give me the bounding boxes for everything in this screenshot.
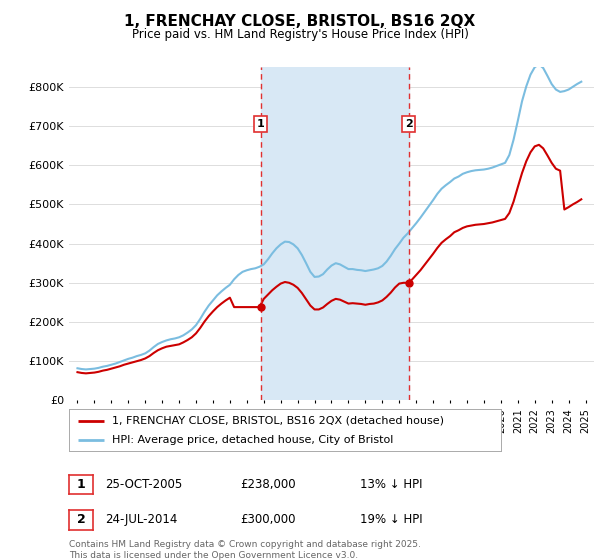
Text: 1: 1 [257,119,265,129]
Text: Price paid vs. HM Land Registry's House Price Index (HPI): Price paid vs. HM Land Registry's House … [131,28,469,41]
Text: 2: 2 [405,119,413,129]
Text: 24-JUL-2014: 24-JUL-2014 [105,513,178,526]
Text: 2: 2 [77,514,85,526]
Text: HPI: Average price, detached house, City of Bristol: HPI: Average price, detached house, City… [112,435,394,445]
Text: 1, FRENCHAY CLOSE, BRISTOL, BS16 2QX: 1, FRENCHAY CLOSE, BRISTOL, BS16 2QX [124,14,476,29]
Text: £238,000: £238,000 [240,478,296,491]
Text: 19% ↓ HPI: 19% ↓ HPI [360,513,422,526]
Text: 13% ↓ HPI: 13% ↓ HPI [360,478,422,491]
Text: £300,000: £300,000 [240,513,296,526]
Text: Contains HM Land Registry data © Crown copyright and database right 2025.
This d: Contains HM Land Registry data © Crown c… [69,540,421,560]
Text: 1, FRENCHAY CLOSE, BRISTOL, BS16 2QX (detached house): 1, FRENCHAY CLOSE, BRISTOL, BS16 2QX (de… [112,416,444,426]
Text: 1: 1 [77,478,85,491]
Text: 25-OCT-2005: 25-OCT-2005 [105,478,182,491]
Bar [261,67,409,400]
